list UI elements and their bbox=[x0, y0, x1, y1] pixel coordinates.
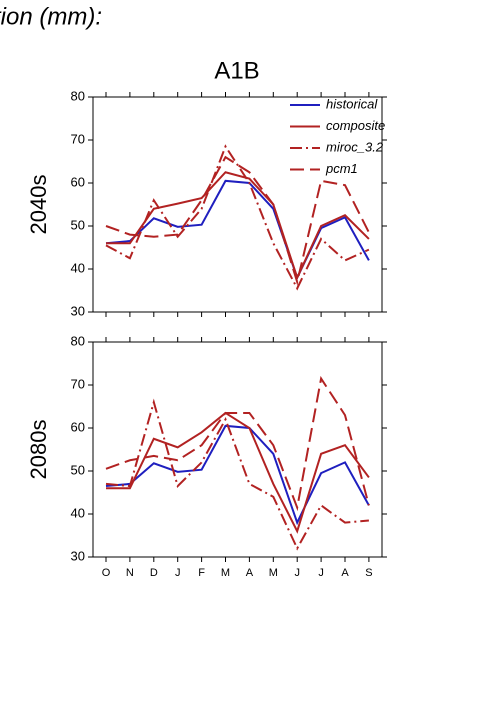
series-line bbox=[105, 398, 369, 551]
page-title: tion (mm): bbox=[0, 3, 102, 30]
legend-label: pcm1 bbox=[325, 161, 358, 176]
x-tick-label: J bbox=[294, 567, 300, 579]
y-tick-label: 70 bbox=[71, 131, 85, 146]
y-tick-label: 30 bbox=[71, 303, 85, 318]
x-tick-label: F bbox=[198, 567, 205, 579]
y-axis-label: 2080s bbox=[26, 420, 51, 480]
y-tick-label: 60 bbox=[71, 174, 85, 189]
y-axis-label: 2040s bbox=[26, 175, 51, 235]
y-tick-label: 30 bbox=[71, 548, 85, 563]
legend-label: composite bbox=[326, 118, 385, 133]
plot-frame bbox=[92, 341, 383, 558]
y-tick-label: 50 bbox=[71, 462, 85, 477]
x-tick-label: D bbox=[150, 567, 158, 579]
series-line bbox=[105, 179, 370, 281]
y-tick-label: 50 bbox=[71, 217, 85, 232]
series-line bbox=[105, 144, 370, 291]
x-tick-label: N bbox=[126, 567, 134, 579]
y-tick-label: 60 bbox=[71, 419, 85, 434]
x-tick-label: A bbox=[246, 567, 254, 579]
series-line bbox=[105, 424, 370, 526]
x-tick-label: A bbox=[341, 567, 349, 579]
legend-label: miroc_3.2 bbox=[326, 139, 384, 154]
y-tick-label: 80 bbox=[71, 333, 85, 348]
series-line bbox=[105, 155, 370, 286]
y-tick-label: 40 bbox=[71, 260, 85, 275]
y-tick-label: 70 bbox=[71, 376, 85, 391]
y-tick-label: 80 bbox=[71, 88, 85, 103]
x-tick-label: M bbox=[269, 567, 278, 579]
x-tick-label: M bbox=[221, 567, 230, 579]
series-line bbox=[106, 411, 370, 534]
chart-title: A1B bbox=[214, 57, 259, 84]
series-line bbox=[106, 171, 370, 281]
x-tick-label: S bbox=[365, 567, 372, 579]
y-tick-label: 40 bbox=[71, 505, 85, 520]
x-tick-label: O bbox=[102, 567, 111, 579]
series-line bbox=[105, 375, 370, 512]
plot-frame bbox=[92, 96, 383, 313]
x-tick-label: J bbox=[175, 567, 181, 579]
legend-label: historical bbox=[326, 96, 378, 111]
x-tick-label: J bbox=[318, 567, 324, 579]
